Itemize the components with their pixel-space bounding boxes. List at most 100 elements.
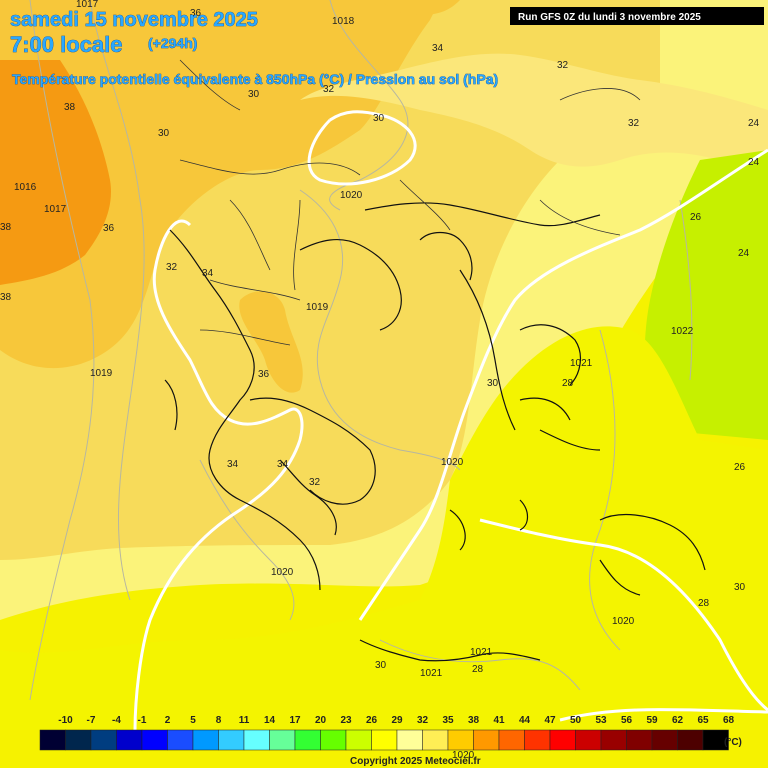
- isobar-label: 1018: [332, 16, 355, 27]
- isobar-label: 1020: [271, 567, 294, 578]
- temp-label: 30: [248, 89, 260, 100]
- legend-tick-label: 5: [190, 715, 196, 726]
- legend-swatch: [39, 729, 66, 751]
- legend-swatch: [192, 729, 219, 751]
- temperature-labels: 36 34 32 30 30 30 32 32 24 24 26 24 38 3…: [0, 8, 760, 675]
- temp-label: 28: [472, 664, 484, 675]
- legend-swatch: [243, 729, 270, 751]
- legend-unit: (°C): [724, 737, 742, 748]
- legend-tick-label: 20: [315, 715, 327, 726]
- temp-label: 26: [734, 462, 746, 473]
- legend-swatch: [345, 729, 372, 751]
- legend-tick-label: 29: [391, 715, 403, 726]
- isobar-label: 1021: [570, 358, 593, 369]
- date-title: samedi 15 novembre 2025: [10, 9, 258, 31]
- legend-swatch: [473, 729, 500, 751]
- parameter-title: Température potentielle équivalente à 85…: [12, 71, 498, 87]
- temp-label: 30: [375, 660, 387, 671]
- isobar-labels: 1017 1018 1016 1017 1019 1019 1020 1020 …: [14, 0, 694, 761]
- theta-e-26-29-zone: [644, 150, 768, 440]
- temp-label: 24: [738, 248, 750, 259]
- isobar-label: 1019: [90, 368, 113, 379]
- temp-label: 30: [373, 113, 385, 124]
- legend-tick-label: 41: [493, 715, 505, 726]
- legend-swatch: [269, 729, 296, 751]
- temp-label: 30: [734, 582, 746, 593]
- legend-tick-label: -4: [112, 715, 121, 726]
- legend-tick-label: -10: [58, 715, 73, 726]
- white-contours: [133, 110, 768, 731]
- isobar-label: 1020: [612, 616, 635, 627]
- coastlines: [164, 202, 706, 662]
- temp-label: 36: [103, 223, 115, 234]
- legend-tick-label: 65: [697, 715, 709, 726]
- temp-label: 26: [690, 212, 702, 223]
- legend-tick-label: 44: [519, 715, 531, 726]
- legend-tick-label: 47: [544, 715, 556, 726]
- isobar-label: 1021: [470, 647, 493, 658]
- temp-label: 38: [0, 292, 12, 303]
- legend-swatch: [90, 729, 117, 751]
- theta-e-38-41-zone: [0, 60, 111, 285]
- legend-tick-label: 14: [264, 715, 276, 726]
- temp-label: 32: [166, 262, 178, 273]
- isobar-label: 1020: [452, 750, 475, 761]
- legend-tick-label: 26: [366, 715, 378, 726]
- temp-label: 36: [258, 369, 270, 380]
- time-title: 7:00 locale: [10, 32, 123, 57]
- legend-swatch: [294, 729, 321, 751]
- legend-swatch: [396, 729, 423, 751]
- theta-e-35-38-patch: [239, 291, 303, 393]
- temp-label: 30: [487, 378, 499, 389]
- temp-label: 24: [748, 157, 760, 168]
- legend-tick-label: 38: [468, 715, 480, 726]
- temp-label: 36: [190, 8, 202, 19]
- legend-swatch: [524, 729, 551, 751]
- temp-label: 34: [277, 459, 289, 470]
- temp-label: 32: [323, 84, 335, 95]
- isobar-label: 1019: [306, 302, 329, 313]
- temp-label: 32: [628, 118, 640, 129]
- legend-tick-label: 17: [289, 715, 301, 726]
- legend-swatch: [218, 729, 245, 751]
- legend-swatch: [371, 729, 398, 751]
- temp-label: 24: [748, 118, 760, 129]
- legend-swatch: [141, 729, 168, 751]
- isobar-label: 1020: [441, 457, 464, 468]
- copyright: Copyright 2025 Meteociel.fr: [350, 756, 481, 767]
- legend-tick-label: 23: [340, 715, 352, 726]
- lead-time: (+294h): [148, 35, 197, 51]
- isobar-label: 1016: [14, 182, 37, 193]
- isobar-label: 1022: [671, 326, 694, 337]
- temp-label: 30: [158, 128, 170, 139]
- temp-label: 32: [309, 477, 321, 488]
- legend-tick-label: 62: [672, 715, 684, 726]
- isobar-label: 1020: [340, 190, 363, 201]
- temp-label: 28: [698, 598, 710, 609]
- run-info-box: [510, 7, 764, 25]
- legend-swatch: [167, 729, 194, 751]
- legend-swatch: [575, 729, 602, 751]
- legend-swatch: [116, 729, 143, 751]
- legend-tick-label: 68: [723, 715, 735, 726]
- theta-e-29-south: [0, 326, 768, 730]
- legend-swatch: [549, 729, 576, 751]
- isobars: [29, 0, 693, 701]
- isobar-label: 1021: [420, 668, 443, 679]
- temp-label: 32: [557, 60, 569, 71]
- legend-swatch: [626, 729, 653, 751]
- legend-swatch: [498, 729, 525, 751]
- legend-tick-label: -1: [138, 715, 147, 726]
- temp-label: 34: [202, 268, 214, 279]
- legend-swatch: [447, 729, 474, 751]
- temp-label: 38: [0, 222, 12, 233]
- legend-tick-label: 32: [417, 715, 429, 726]
- borders: [179, 59, 641, 346]
- legend-swatch: [651, 729, 678, 751]
- legend-tick-label: 50: [570, 715, 582, 726]
- legend-swatch: [320, 729, 347, 751]
- temp-label: 34: [227, 459, 239, 470]
- legend-swatch: [702, 729, 729, 751]
- legend-tick-label: 8: [216, 715, 222, 726]
